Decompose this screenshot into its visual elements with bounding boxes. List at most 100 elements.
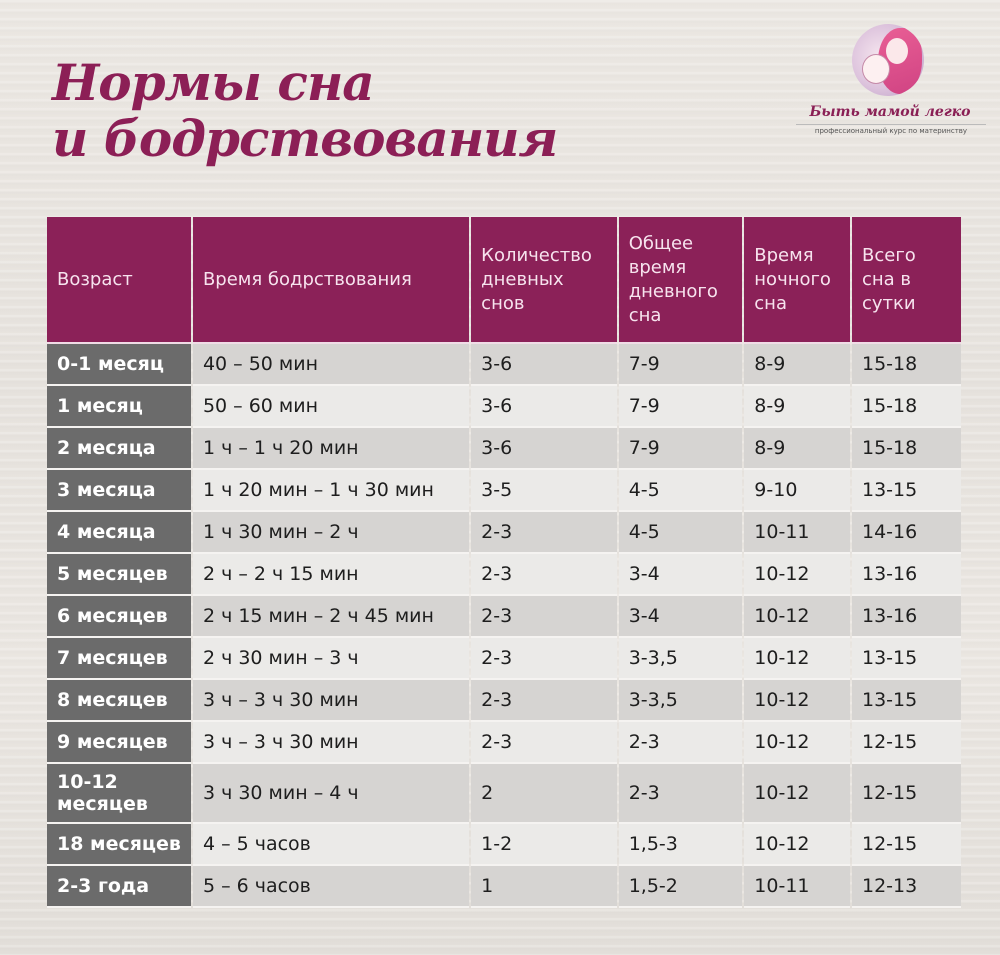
nap-count-cell: 3-6 — [471, 428, 617, 470]
nap-count-cell: 2-3 — [471, 512, 617, 554]
awake-time-cell: 3 ч 30 мин – 4 ч — [192, 764, 470, 824]
table-row: 2-3 года 5 – 6 часов 1 1,5-2 10-11 12-13 — [47, 866, 961, 908]
day-sleep-cell: 3-4 — [618, 554, 743, 596]
night-sleep-cell: 10-12 — [744, 638, 850, 680]
awake-time-cell: 3 ч – 3 ч 30 мин — [192, 680, 470, 722]
night-sleep-cell: 10-12 — [744, 596, 850, 638]
page-title: Нормы сна и бодрствования — [52, 53, 558, 168]
day-sleep-cell: 3-3,5 — [618, 680, 743, 722]
title-line-2: и бодрствования — [52, 109, 558, 168]
age-cell: 0-1 месяц — [47, 344, 191, 386]
total-sleep-cell: 15-18 — [852, 428, 961, 470]
age-cell: 4 месяца — [47, 512, 191, 554]
title-line-1: Нормы сна — [52, 53, 375, 112]
total-sleep-cell: 13-16 — [852, 596, 961, 638]
age-cell: 5 месяцев — [47, 554, 191, 596]
table-row: 1 месяц 50 – 60 мин 3-6 7-9 8-9 15-18 — [47, 386, 961, 428]
total-sleep-cell: 12-13 — [852, 866, 961, 908]
age-cell: 7 месяцев — [47, 638, 191, 680]
night-sleep-cell: 8-9 — [744, 428, 850, 470]
total-sleep-cell: 15-18 — [852, 344, 961, 386]
night-sleep-cell: 8-9 — [744, 386, 850, 428]
day-sleep-cell: 4-5 — [618, 470, 743, 512]
awake-time-cell: 50 – 60 мин — [192, 386, 470, 428]
day-sleep-cell: 1,5-3 — [618, 824, 743, 866]
awake-time-cell: 4 – 5 часов — [192, 824, 470, 866]
brand-name: Быть мамой легко — [809, 104, 971, 120]
day-sleep-cell: 3-4 — [618, 596, 743, 638]
day-sleep-cell: 1,5-2 — [618, 866, 743, 908]
nap-count-cell: 2-3 — [471, 680, 617, 722]
total-sleep-cell: 14-16 — [852, 512, 961, 554]
day-sleep-cell: 7-9 — [618, 428, 743, 470]
table-row: 8 месяцев 3 ч – 3 ч 30 мин 2-3 3-3,5 10-12 13… — [47, 680, 961, 722]
age-cell: 2 месяца — [47, 428, 191, 470]
nap-count-cell: 3-6 — [471, 344, 617, 386]
nap-count-cell: 2-3 — [471, 638, 617, 680]
awake-time-cell: 1 ч 20 мин – 1 ч 30 мин — [192, 470, 470, 512]
night-sleep-cell: 8-9 — [744, 344, 850, 386]
table-row: 2 месяца 1 ч – 1 ч 20 мин 3-6 7-9 8-9 15-18 — [47, 428, 961, 470]
total-sleep-cell: 15-18 — [852, 386, 961, 428]
day-sleep-cell: 7-9 — [618, 344, 743, 386]
age-cell: 10-12 месяцев — [47, 764, 191, 824]
night-sleep-cell: 10-12 — [744, 824, 850, 866]
table-row: 4 месяца 1 ч 30 мин – 2 ч 2-3 4-5 10-11 14-16 — [47, 512, 961, 554]
night-sleep-cell: 10-12 — [744, 554, 850, 596]
nap-count-cell: 3-5 — [471, 470, 617, 512]
total-sleep-cell: 12-15 — [852, 722, 961, 764]
brand-logo: Быть мамой легко профессиональный курс п… — [790, 18, 990, 138]
brand-tagline: профессиональный курс по материнству — [796, 124, 986, 135]
night-sleep-cell: 10-11 — [744, 512, 850, 554]
table-row: 10-12 месяцев 3 ч 30 мин – 4 ч 2 2-3 10-12 12… — [47, 764, 961, 824]
night-sleep-cell: 10-12 — [744, 680, 850, 722]
awake-time-cell: 2 ч 15 мин – 2 ч 45 мин — [192, 596, 470, 638]
table-row: 5 месяцев 2 ч – 2 ч 15 мин 2-3 3-4 10-12 13-1… — [47, 554, 961, 596]
table-row: 3 месяца 1 ч 20 мин – 1 ч 30 мин 3-5 4-5 9-1… — [47, 470, 961, 512]
age-cell: 2-3 года — [47, 866, 191, 908]
awake-time-cell: 5 – 6 часов — [192, 866, 470, 908]
mother-and-baby-logo-icon — [852, 24, 924, 96]
table-row: 0-1 месяц 40 – 50 мин 3-6 7-9 8-9 15-18 — [47, 344, 961, 386]
sleep-norms-table: Возраст Время бодрствования Количество д… — [45, 217, 963, 908]
header-nap-count: Количество дневных снов — [471, 217, 617, 344]
table-row: 9 месяцев 3 ч – 3 ч 30 мин 2-3 2-3 10-12 12-1… — [47, 722, 961, 764]
header-total-sleep: Всего сна в сутки — [852, 217, 961, 344]
nap-count-cell: 2 — [471, 764, 617, 824]
awake-time-cell: 40 – 50 мин — [192, 344, 470, 386]
header-day-sleep-total: Общее время дневного сна — [618, 217, 743, 344]
day-sleep-cell: 2-3 — [618, 764, 743, 824]
nap-count-cell: 1 — [471, 866, 617, 908]
age-cell: 1 месяц — [47, 386, 191, 428]
night-sleep-cell: 10-12 — [744, 764, 850, 824]
total-sleep-cell: 13-16 — [852, 554, 961, 596]
total-sleep-cell: 12-15 — [852, 824, 961, 866]
age-cell: 6 месяцев — [47, 596, 191, 638]
total-sleep-cell: 13-15 — [852, 470, 961, 512]
awake-time-cell: 1 ч 30 мин – 2 ч — [192, 512, 470, 554]
total-sleep-cell: 13-15 — [852, 680, 961, 722]
awake-time-cell: 3 ч – 3 ч 30 мин — [192, 722, 470, 764]
day-sleep-cell: 3-3,5 — [618, 638, 743, 680]
night-sleep-cell: 9-10 — [744, 470, 850, 512]
age-cell: 18 месяцев — [47, 824, 191, 866]
table-row: 6 месяцев 2 ч 15 мин – 2 ч 45 мин 2-3 3-4 10… — [47, 596, 961, 638]
header-night-sleep: Время ночного сна — [744, 217, 850, 344]
awake-time-cell: 1 ч – 1 ч 20 мин — [192, 428, 470, 470]
nap-count-cell: 2-3 — [471, 722, 617, 764]
header-age: Возраст — [47, 217, 191, 344]
awake-time-cell: 2 ч – 2 ч 15 мин — [192, 554, 470, 596]
night-sleep-cell: 10-12 — [744, 722, 850, 764]
awake-time-cell: 2 ч 30 мин – 3 ч — [192, 638, 470, 680]
nap-count-cell: 1-2 — [471, 824, 617, 866]
night-sleep-cell: 10-11 — [744, 866, 850, 908]
table-header-row: Возраст Время бодрствования Количество д… — [47, 217, 961, 344]
age-cell: 8 месяцев — [47, 680, 191, 722]
table-row: 18 месяцев 4 – 5 часов 1-2 1,5-3 10-12 12-15 — [47, 824, 961, 866]
nap-count-cell: 2-3 — [471, 554, 617, 596]
total-sleep-cell: 12-15 — [852, 764, 961, 824]
age-cell: 3 месяца — [47, 470, 191, 512]
nap-count-cell: 3-6 — [471, 386, 617, 428]
header-awake-time: Время бодрствования — [192, 217, 470, 344]
nap-count-cell: 2-3 — [471, 596, 617, 638]
